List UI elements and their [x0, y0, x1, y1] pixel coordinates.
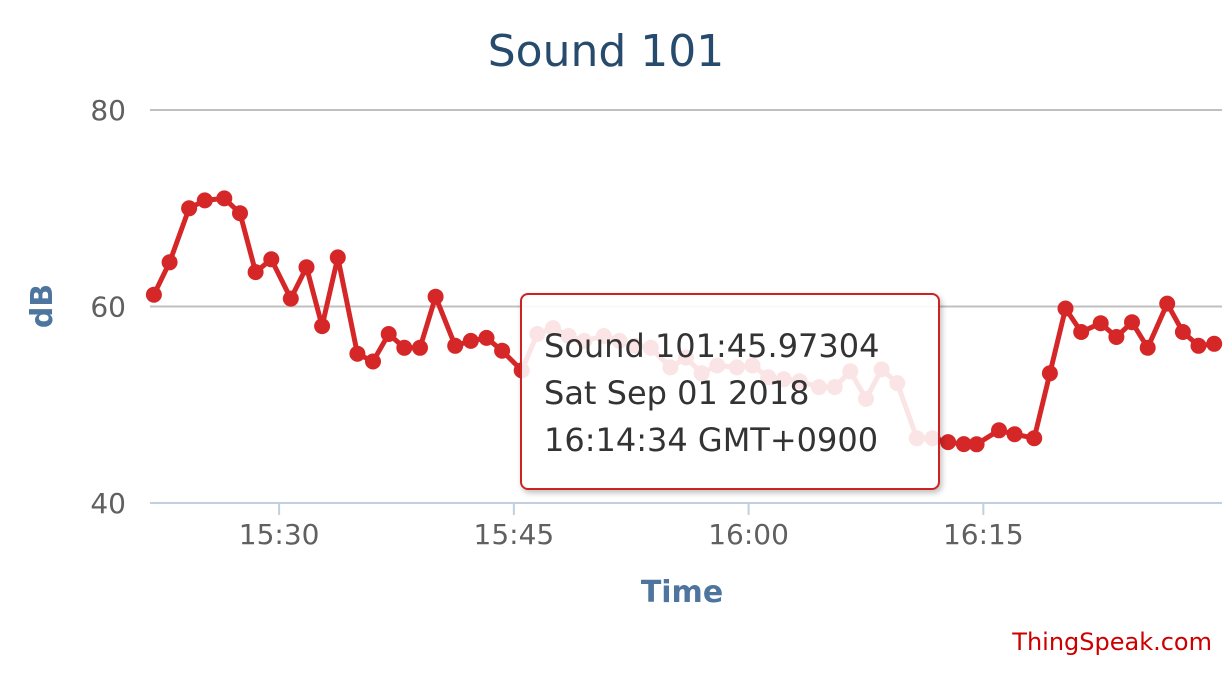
x-tick-label: 15:30 [239, 518, 320, 551]
y-tick-label: 40 [90, 487, 126, 520]
tooltip-date: Sat Sep 01 2018 [544, 374, 810, 412]
data-point [349, 345, 366, 362]
data-point [462, 332, 479, 349]
y-tick-label: 80 [90, 94, 126, 127]
data-point [1073, 324, 1090, 340]
data-point [247, 264, 264, 281]
data-point [1159, 295, 1176, 312]
credit-link[interactable]: ThingSpeak.com [1011, 628, 1212, 656]
data-point [196, 192, 213, 209]
data-point [1190, 337, 1207, 354]
data-point [314, 318, 331, 335]
data-point [940, 434, 957, 451]
data-point [955, 436, 972, 453]
data-point [1041, 365, 1058, 382]
x-axis: 15:30 15:45 16:00 16:15 [239, 503, 1024, 551]
data-point [232, 205, 248, 222]
x-tick-label: 16:00 [708, 518, 789, 551]
data-point [494, 342, 511, 359]
data-point [161, 254, 178, 271]
data-point [1206, 335, 1223, 352]
tooltip-value: Sound 101:45.97304 [544, 327, 880, 365]
data-point [1124, 314, 1140, 331]
data-point [1139, 339, 1156, 356]
x-tick-label: 15:45 [474, 518, 555, 551]
x-tick-label: 16:15 [943, 518, 1024, 551]
y-axis: 40 60 80 [90, 94, 126, 520]
data-point [216, 190, 233, 207]
x-axis-title: Time [641, 575, 723, 610]
data-point [263, 251, 280, 268]
data-point [181, 200, 198, 217]
data-point [991, 422, 1007, 439]
data-point [1026, 430, 1043, 447]
data-point [447, 337, 464, 354]
data-point [1092, 315, 1109, 332]
data-point [1174, 324, 1191, 340]
data-point [1006, 426, 1023, 443]
data-point [145, 286, 162, 303]
data-point [329, 249, 346, 266]
data-point [968, 436, 985, 453]
data-point [298, 259, 315, 276]
chart-title: Sound 101 [488, 26, 725, 77]
data-point [1108, 329, 1125, 345]
data-point [380, 326, 397, 342]
tooltip-time: 16:14:34 GMT+0900 [544, 421, 879, 459]
y-axis-title: dB [25, 284, 60, 328]
data-point [478, 329, 495, 346]
data-point [365, 353, 381, 370]
data-point [412, 339, 428, 356]
data-tooltip: Sound 101:45.97304 Sat Sep 01 2018 16:14… [520, 293, 940, 490]
y-tick-label: 60 [90, 291, 126, 324]
data-point [427, 288, 444, 305]
data-point [1057, 300, 1074, 317]
data-point [282, 290, 299, 307]
data-point [396, 339, 413, 356]
